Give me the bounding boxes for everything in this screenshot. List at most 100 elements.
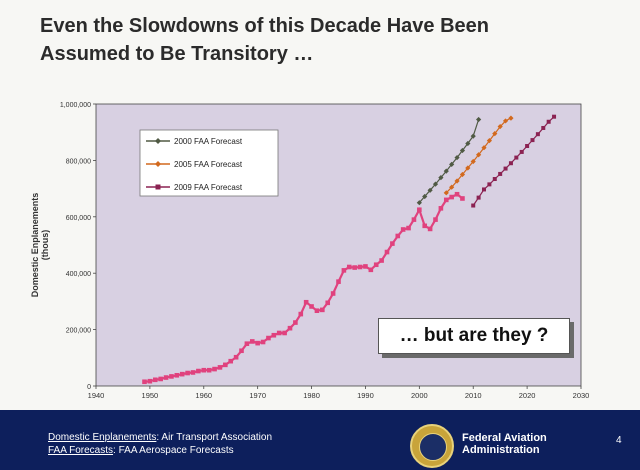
data-point	[535, 132, 540, 137]
y-tick-label: 1,000,000	[60, 102, 91, 109]
data-point	[470, 133, 476, 139]
x-tick-label: 1950	[142, 391, 159, 400]
data-point	[525, 144, 530, 149]
data-point	[465, 140, 471, 147]
x-tick-label: 1970	[249, 391, 266, 400]
data-point	[217, 365, 223, 370]
title-line-1: Even the Slowdowns of this Decade Have B…	[40, 15, 490, 37]
data-point	[508, 115, 514, 121]
callout-box: … but are they ?	[378, 318, 570, 354]
data-point	[416, 200, 422, 206]
data-point	[373, 262, 379, 268]
x-tick-label: 2010	[465, 391, 482, 400]
data-point	[411, 217, 417, 222]
data-point	[471, 203, 476, 208]
data-point	[287, 325, 293, 331]
data-point	[212, 366, 217, 372]
y-tick-label: 800,000	[66, 158, 91, 165]
data-point	[249, 339, 255, 344]
data-point	[482, 187, 486, 192]
y-tick-label: 0	[87, 384, 91, 391]
series-2009-faa-forecast	[471, 114, 557, 208]
series-2005-faa-forecast	[443, 115, 514, 196]
data-point	[487, 182, 492, 187]
chart-svg: 0 200,000 400,000 600,000 800,000 1,000,000 1…	[30, 102, 590, 400]
x-tick-label: 2000	[411, 391, 428, 400]
data-point	[514, 155, 519, 160]
data-point	[223, 362, 228, 368]
data-point	[395, 233, 401, 239]
x-tick-label: 1960	[195, 391, 212, 400]
data-point	[314, 308, 320, 314]
data-point	[427, 226, 433, 232]
data-point	[309, 304, 314, 309]
data-point	[502, 118, 509, 124]
x-tick-label: 2030	[573, 391, 590, 400]
data-point	[255, 340, 260, 346]
x-tick-label: 1940	[88, 391, 105, 400]
footer-link-enplanements[interactable]: Domestic Enplanements	[48, 432, 157, 443]
data-point	[276, 330, 282, 336]
data-point	[400, 227, 406, 232]
y-tick-label: 200,000	[66, 328, 91, 335]
footer-link-forecasts[interactable]: FAA Forecasts	[48, 445, 114, 456]
data-point	[341, 268, 347, 273]
data-point	[185, 370, 190, 376]
slide-title: Even the Slowdowns of this Decade Have B…	[40, 12, 600, 68]
data-point	[201, 367, 207, 373]
agency-line-2: Administration	[462, 444, 540, 456]
data-point	[449, 184, 455, 190]
data-point	[320, 307, 325, 313]
y-axis-unit: (thous)	[40, 230, 50, 261]
data-point	[443, 190, 449, 196]
footer-source-text-1: : Air Transport Association	[156, 432, 273, 443]
data-point	[152, 377, 158, 383]
data-point	[303, 299, 309, 305]
legend-swatch-marker	[155, 184, 161, 190]
data-point	[519, 149, 524, 154]
data-point	[260, 339, 266, 345]
series-actual	[142, 191, 465, 385]
data-point	[142, 379, 147, 385]
data-point	[438, 175, 444, 181]
data-point	[427, 187, 433, 193]
data-point	[190, 370, 196, 375]
data-point	[546, 119, 551, 124]
data-point	[459, 147, 466, 154]
x-tick-label: 2020	[519, 391, 536, 400]
series-layer	[142, 114, 557, 385]
x-tick-label: 1990	[357, 391, 374, 400]
chart: 0 200,000 400,000 600,000 800,000 1,000,000 1…	[0, 88, 640, 408]
data-point	[422, 193, 428, 200]
data-point	[486, 138, 492, 144]
x-axis: 1940 1950 1960 1970 1980 1990 2000 2010 2020 2030	[88, 386, 590, 400]
legend-swatch-marker	[155, 138, 161, 144]
data-point	[228, 358, 234, 364]
data-point	[266, 335, 271, 341]
seal-inner	[419, 433, 447, 461]
data-point	[497, 123, 503, 130]
data-point	[476, 152, 482, 158]
data-point	[163, 375, 169, 380]
data-point	[352, 265, 357, 270]
data-point	[498, 171, 503, 176]
data-point	[503, 166, 508, 171]
agency-name: Federal Aviation Administration	[462, 432, 547, 456]
data-point	[346, 264, 352, 270]
data-point	[298, 311, 304, 317]
data-point	[530, 138, 535, 143]
data-point	[465, 165, 471, 171]
y-axis: 0 200,000 400,000 600,000 800,000 1,000,000	[60, 102, 96, 391]
data-point	[357, 264, 363, 270]
data-point	[174, 372, 180, 378]
data-point	[390, 241, 395, 246]
page-number: 4	[616, 435, 622, 446]
data-point	[293, 320, 298, 325]
data-point	[196, 368, 201, 374]
data-point	[541, 125, 546, 130]
y-axis-label: Domestic Enplanements	[30, 193, 40, 298]
data-point	[384, 249, 390, 255]
footer	[0, 410, 640, 470]
data-point	[454, 191, 460, 197]
data-point	[433, 217, 438, 222]
